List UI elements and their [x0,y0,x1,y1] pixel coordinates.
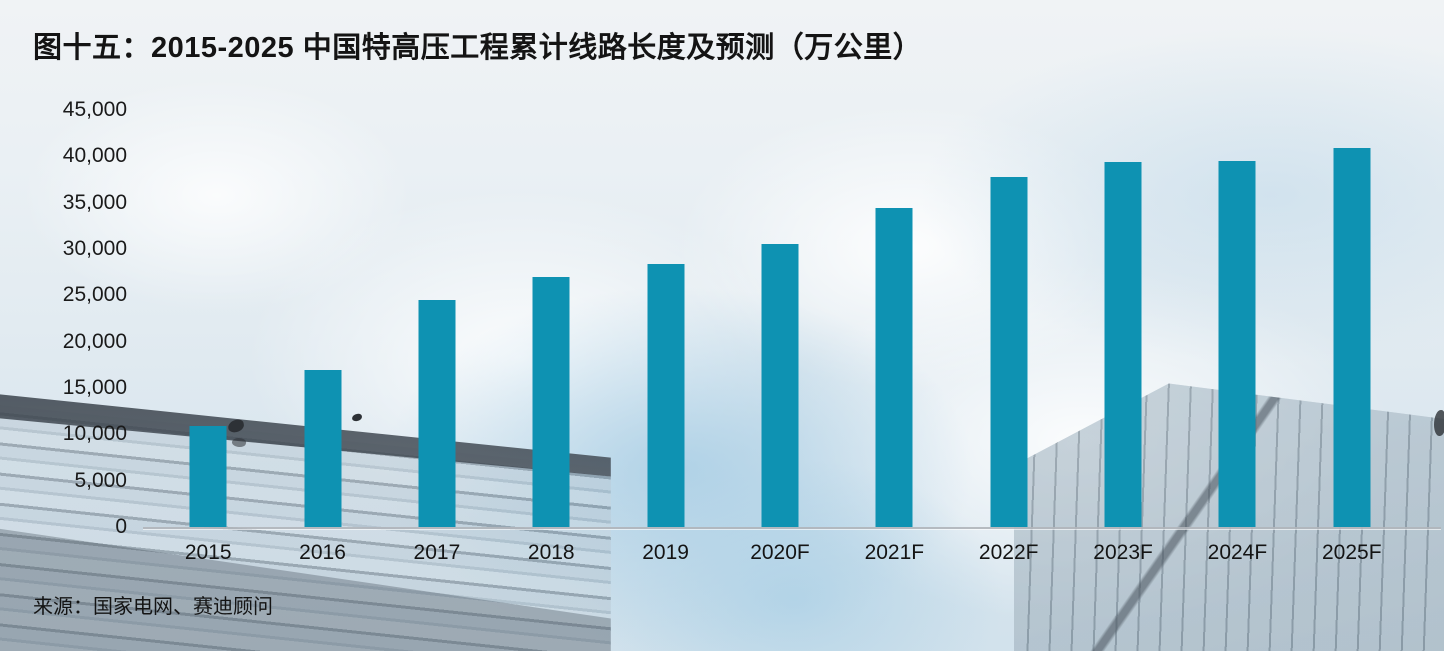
x-tick-label-2015: 2015 [184,541,232,564]
x-tick-label-2024F: 2024F [1207,541,1268,564]
bar-cell-2019 [608,110,722,527]
bar-cell-2023F [1066,110,1180,527]
y-tick-label-0: 0 [115,515,127,538]
bar-2019 [647,264,685,527]
bar-2020F [761,244,799,527]
source-note: 来源：国家电网、赛迪顾问 [33,596,273,618]
bar-2016 [304,370,342,527]
bar-2025F [1333,148,1371,527]
bar-2023F [1104,162,1142,527]
bar-cell-2015 [151,110,265,527]
y-tick-label-20000: 20,000 [62,329,127,353]
bar-cell-2018 [494,110,608,527]
bar-2024F [1218,161,1256,527]
x-axis-line [143,527,1441,529]
y-tick-label-30000: 30,000 [62,237,127,260]
x-tick-label-2023F: 2023F [1093,541,1153,564]
y-tick-label-5000: 5,000 [74,468,127,492]
x-tick-label-2018: 2018 [527,541,575,564]
bar-cell-2024F [1180,110,1294,527]
x-tick-label-2020F: 2020F [750,541,810,564]
x-tick-label-2021F: 2021F [864,541,925,564]
y-tick-label-25000: 25,000 [62,283,127,307]
y-tick-label-15000: 15,000 [62,376,127,399]
x-tick-label-2022F: 2022F [978,541,1039,564]
bar-cell-2016 [265,110,379,527]
y-tick-label-40000: 40,000 [62,144,127,168]
x-axis-labels: 2015 2016 2017 2018 2019 2020F 2021F 2022F 2023F… [151,541,1409,565]
plot-area [143,110,1441,529]
bar-cell-2020F [723,110,837,527]
background-detail [1434,410,1444,436]
chart-title: 图十五：2015-2025 中国特高压工程累计线路长度及预测（万公里） [33,32,923,64]
y-tick-label-10000: 10,000 [62,422,127,446]
y-tick-label-45000: 45,000 [62,98,127,121]
bar-2022F [990,177,1028,527]
x-tick-label-2016: 2016 [299,541,346,564]
bar-2021F [875,208,913,527]
bar-cell-2025F [1295,110,1409,527]
y-tick-label-35000: 35,000 [62,190,127,214]
x-tick-label-2025F: 2025F [1322,541,1382,564]
bar-2018 [532,277,570,527]
bar-2017 [418,300,456,527]
x-tick-label-2019: 2019 [642,541,689,564]
bar-series [151,110,1409,527]
x-tick-label-2017: 2017 [413,541,461,564]
bar-cell-2021F [837,110,951,527]
bar-cell-2017 [380,110,494,527]
bar-2015 [189,426,227,527]
bar-cell-2022F [952,110,1066,527]
